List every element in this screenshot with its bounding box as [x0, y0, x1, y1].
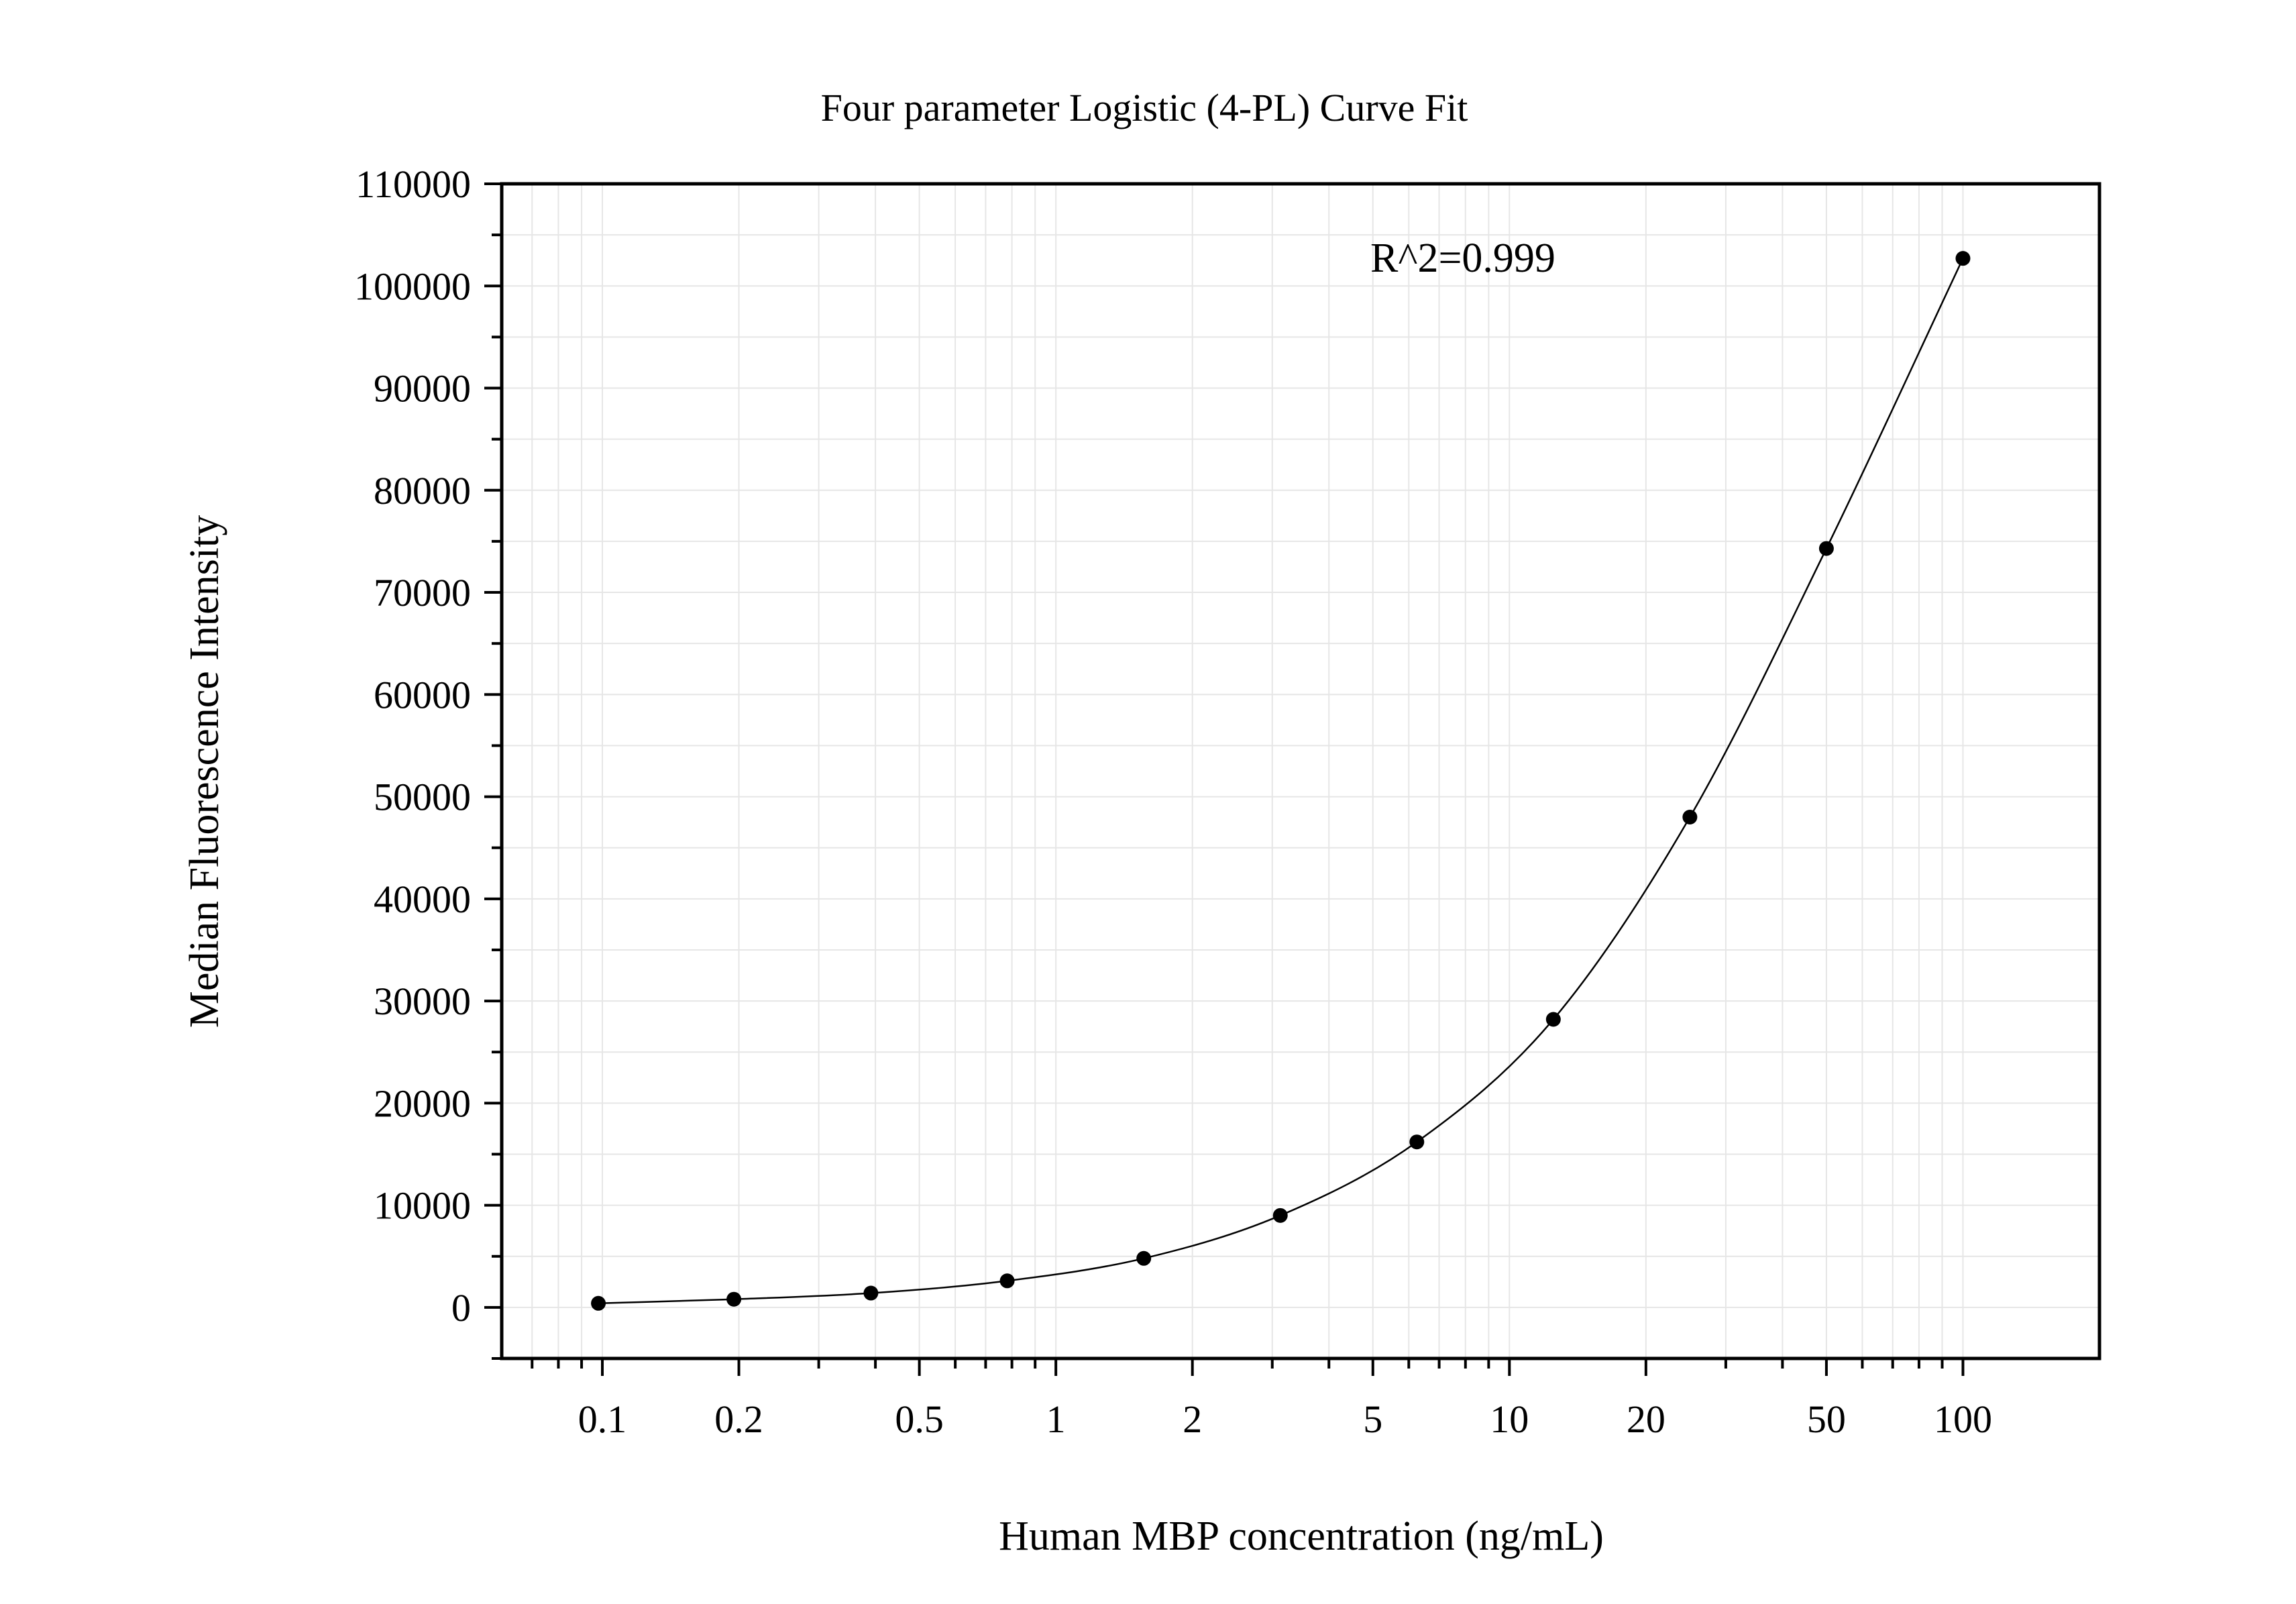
- data-point: [1682, 810, 1698, 825]
- y-axis-label: Median Fluorescence Intensity: [182, 515, 227, 1028]
- data-points: [591, 251, 1971, 1311]
- x-tick-label: 50: [1807, 1397, 1846, 1441]
- y-tick-label: 40000: [374, 877, 471, 921]
- fit-curve: [598, 258, 1964, 1305]
- y-tick-label: 50000: [374, 776, 471, 819]
- x-tick-label: 10: [1490, 1397, 1529, 1441]
- x-tick-label: 0.2: [714, 1397, 763, 1441]
- y-tick-label: 60000: [374, 673, 471, 716]
- data-point: [1409, 1134, 1425, 1150]
- x-tick-label: 2: [1183, 1397, 1202, 1441]
- plot-frame: [500, 182, 2101, 1360]
- fit-curve-layer: [598, 258, 1964, 1305]
- y-tick-label: 100000: [354, 264, 471, 308]
- x-tick-label: 100: [1934, 1397, 1992, 1441]
- y-tick-label: 30000: [374, 979, 471, 1023]
- data-point: [591, 1295, 606, 1311]
- r-squared-annotation: R^2=0.999: [1370, 235, 1555, 281]
- x-axis-label: Human MBP concentration (ng/mL): [999, 1513, 1604, 1559]
- x-tick-label: 1: [1046, 1397, 1066, 1441]
- grid: [502, 184, 2099, 1358]
- x-tick-label: 0.1: [578, 1397, 627, 1441]
- y-tick-label: 10000: [374, 1184, 471, 1228]
- x-tick-label: 0.5: [895, 1397, 944, 1441]
- x-tick-label: 20: [1627, 1397, 1665, 1441]
- y-tick-label: 80000: [374, 469, 471, 513]
- data-point: [1136, 1250, 1152, 1266]
- y-tick-label: 20000: [374, 1081, 471, 1125]
- data-point: [863, 1285, 879, 1301]
- data-point: [1818, 541, 1834, 556]
- data-point: [999, 1273, 1015, 1289]
- data-point: [726, 1291, 742, 1307]
- x-tick-label: 5: [1363, 1397, 1382, 1441]
- data-point: [1545, 1012, 1561, 1027]
- chart-title: Four parameter Logistic (4-PL) Curve Fit: [821, 86, 1468, 129]
- data-point: [1955, 251, 1971, 266]
- data-point: [1272, 1208, 1288, 1223]
- y-tick-label: 70000: [374, 571, 471, 614]
- y-tick-label: 0: [451, 1286, 471, 1330]
- y-tick-label: 110000: [356, 162, 471, 206]
- y-tick-label: 90000: [374, 367, 471, 411]
- axis-ticks: 0.1 0.2 0.5 1 2 5 10 20 50 100 0 10000 20000 30000 400…: [354, 162, 1992, 1441]
